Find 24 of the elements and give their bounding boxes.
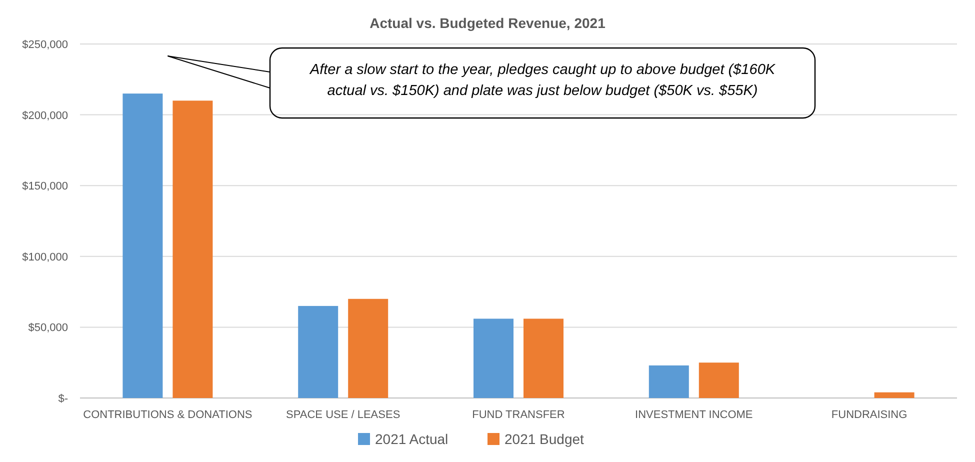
bar: [122, 94, 163, 398]
bar: [298, 306, 338, 398]
y-tick-label: $100,000: [22, 251, 68, 264]
chart-title: Actual vs. Budgeted Revenue, 2021: [370, 15, 606, 31]
x-tick-label: FUNDRAISING: [831, 409, 908, 421]
x-tick-label: INVESTMENT INCOME: [635, 409, 753, 421]
x-tick-label: SPACE USE / LEASES: [286, 409, 400, 421]
bar: [698, 362, 739, 398]
y-tick-label: $250,000: [22, 39, 68, 51]
legend-label: 2021 Budget: [504, 431, 584, 447]
annotation: After a slow start to the year, pledges caught up to above budget ($160K actual vs. $150K) and plate was just below budget ($50K vs. $55K): [308, 62, 776, 99]
y-tick-label: $50,000: [28, 322, 68, 334]
bar: [348, 298, 388, 398]
y-tick-label: $-: [58, 393, 68, 405]
x-tick-label: CONTRIBUTIONS & DONATIONS: [83, 409, 252, 421]
bar: [474, 318, 514, 398]
legend-label: 2021 Actual: [375, 431, 448, 447]
bar: [172, 100, 213, 398]
y-tick-label: $150,000: [22, 180, 68, 193]
y-tick-label: $200,000: [22, 110, 68, 122]
x-tick-label: FUND TRANSFER: [472, 409, 565, 421]
bar: [874, 392, 914, 398]
bar: [648, 365, 689, 398]
bar: [524, 318, 564, 398]
